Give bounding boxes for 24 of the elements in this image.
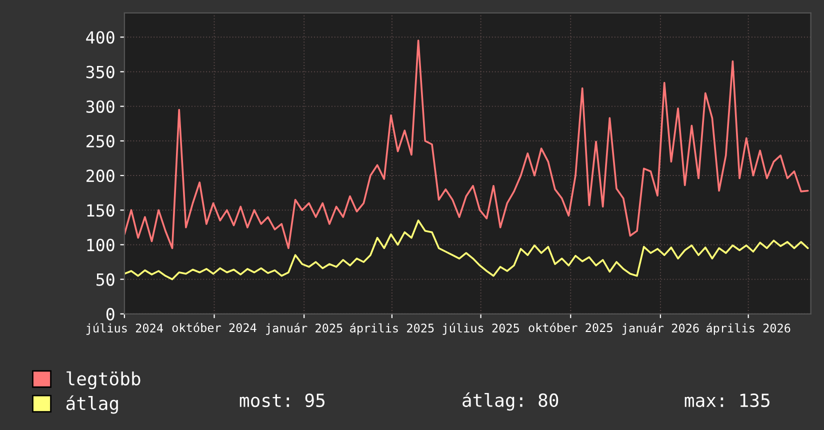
y-tick-label: 350 — [86, 66, 114, 78]
line-series — [124, 220, 809, 280]
x-tick-label: január 2026 — [622, 322, 699, 335]
y-tick-label: 0 — [106, 308, 114, 321]
x-tick-label: április 2026 — [706, 322, 790, 335]
x-tick-label: július 2024 — [86, 322, 163, 335]
text: most: 95 — [240, 393, 324, 408]
x-tick-label: április 2025 — [350, 322, 434, 335]
text: átlag: 80 — [462, 392, 558, 411]
x-tick-label: január 2025 — [266, 322, 342, 335]
x-tick-label: július 2025 — [442, 322, 519, 335]
legend-label: átlag — [66, 395, 118, 414]
y-tick-label: 50 — [96, 273, 114, 286]
line-series — [124, 40, 809, 250]
y-tick-label: 300 — [86, 100, 114, 113]
y-tick-label: 250 — [86, 134, 114, 148]
legend-label: legtöbb — [66, 371, 140, 390]
y-tick-label: 100 — [87, 238, 114, 252]
y-tick-label: 150 — [87, 204, 114, 217]
text: max: 135 — [684, 393, 770, 408]
x-tick-label: október 2024 — [172, 322, 256, 332]
y-tick-label: 200 — [86, 170, 114, 182]
y-tick-label: 400 — [86, 31, 114, 44]
x-tick-label: október 2025 — [528, 322, 612, 332]
